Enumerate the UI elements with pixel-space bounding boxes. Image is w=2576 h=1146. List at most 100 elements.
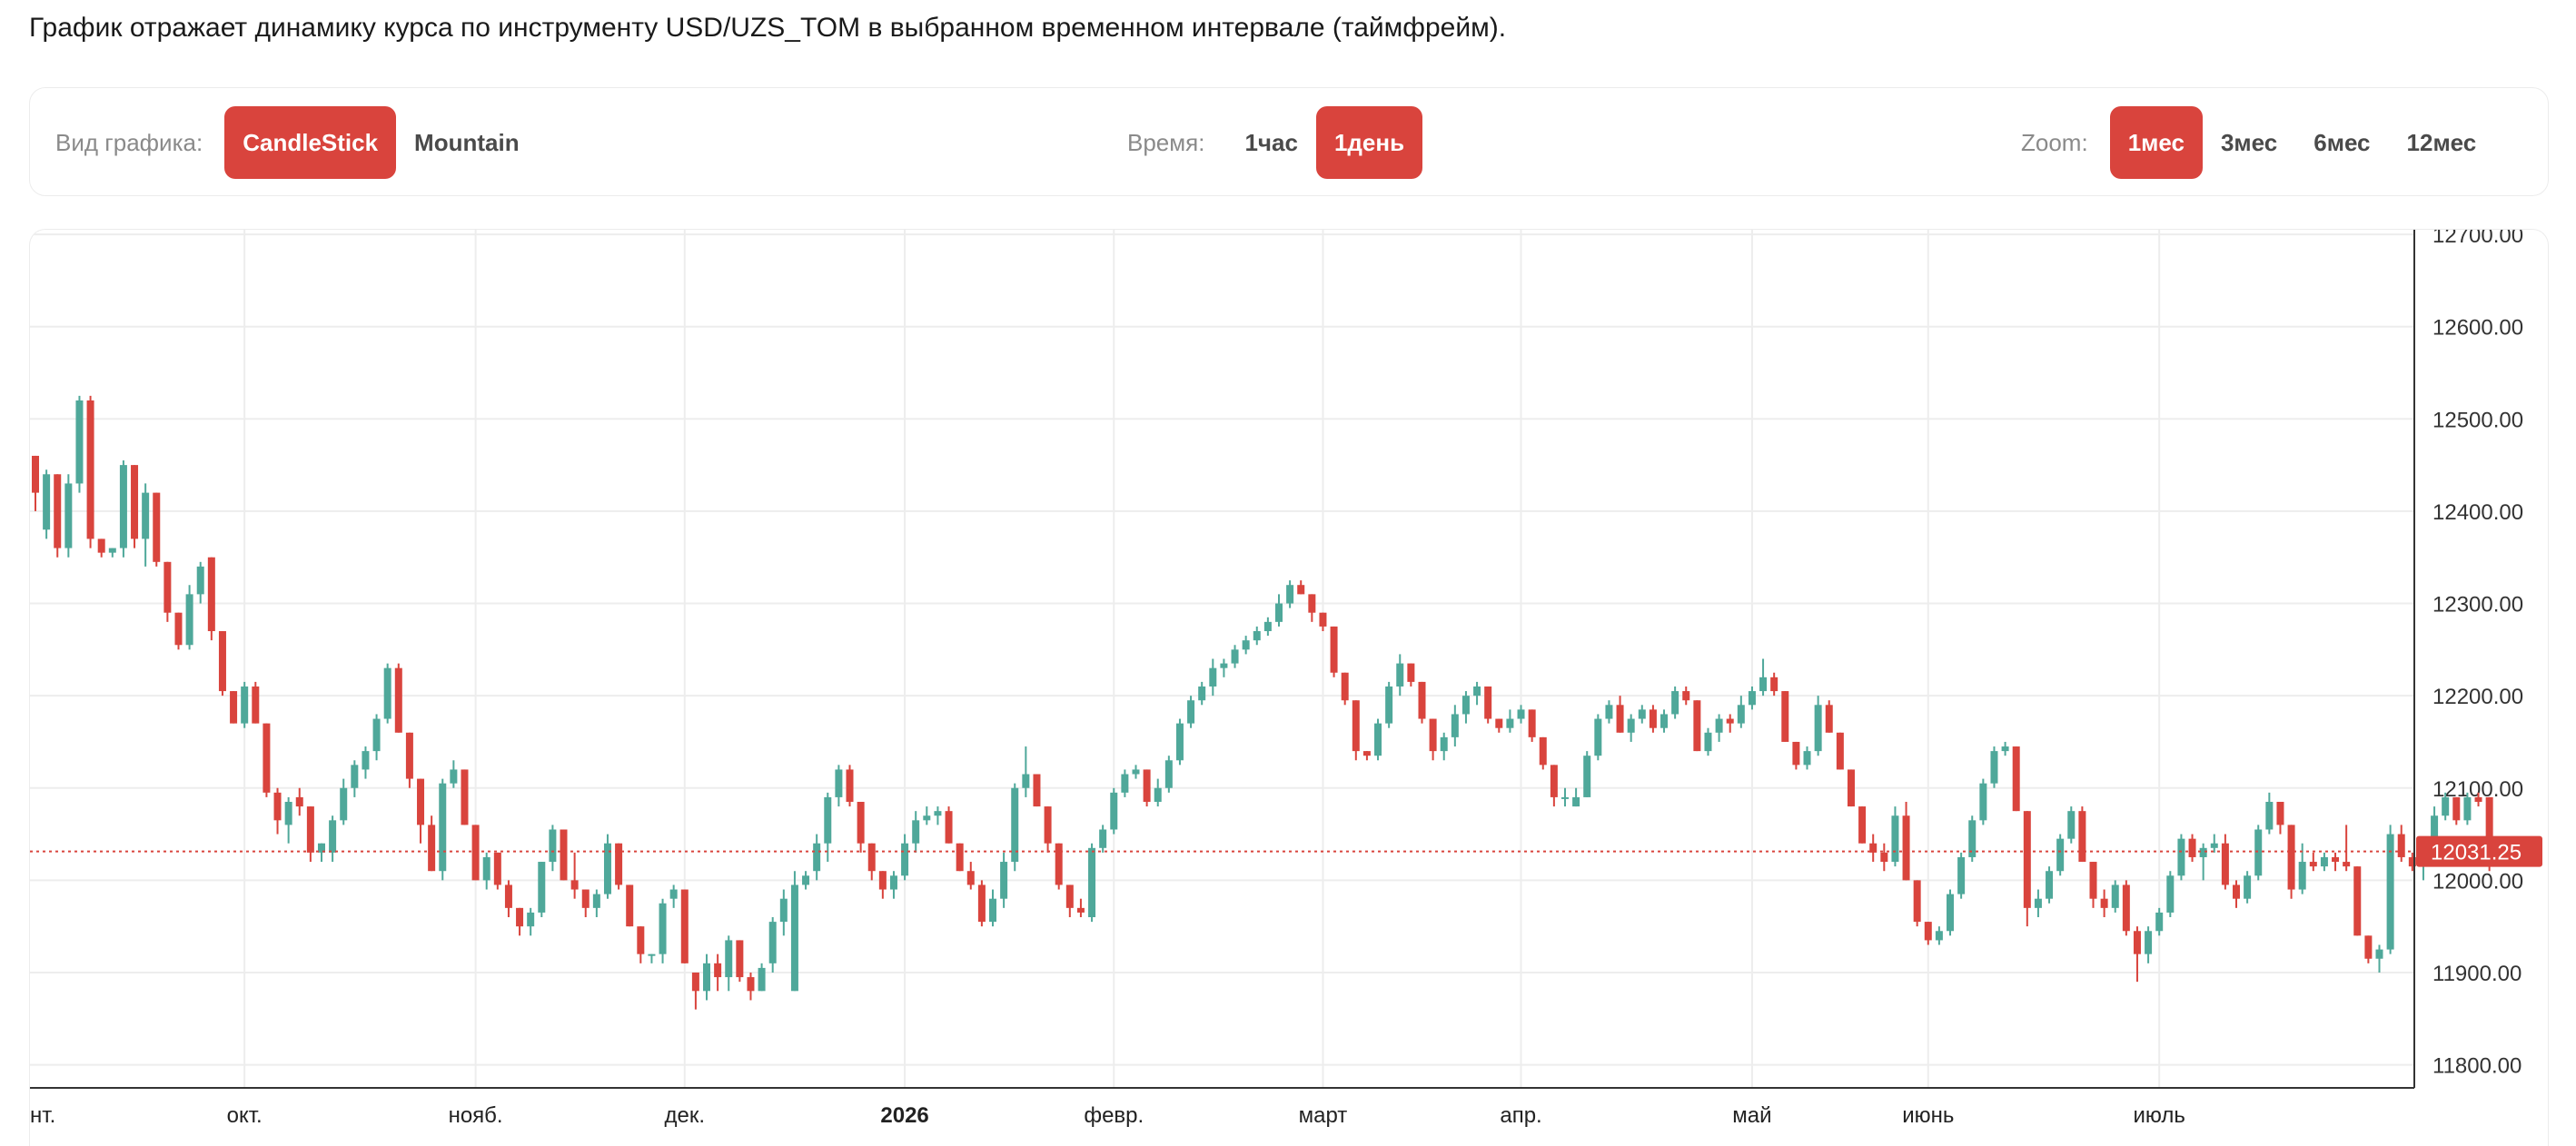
candle-body bbox=[2155, 912, 2164, 932]
candle-body bbox=[1583, 756, 1591, 797]
candle-body bbox=[1099, 829, 1107, 848]
candle-body bbox=[383, 667, 391, 719]
candle-body bbox=[2221, 843, 2229, 885]
candle-body bbox=[1011, 787, 1019, 863]
candle-body bbox=[1902, 815, 1910, 881]
candle-body bbox=[1803, 751, 1811, 766]
candle-body bbox=[439, 783, 447, 872]
chart-type-candlestick-button[interactable]: CandleStick bbox=[224, 106, 397, 179]
candle-body bbox=[2474, 796, 2482, 802]
candle-body bbox=[1792, 741, 1800, 766]
candle-body bbox=[714, 963, 722, 978]
candle-body bbox=[2408, 856, 2416, 867]
candle-body bbox=[857, 802, 865, 844]
zoom-1m-button[interactable]: 1мес bbox=[2109, 106, 2203, 179]
timeframe-1h-button[interactable]: 1час bbox=[1226, 106, 1315, 179]
chart-type-group: Вид графика: CandleStick Mountain bbox=[55, 106, 538, 179]
candle-body bbox=[2210, 843, 2218, 848]
candle-body bbox=[108, 548, 116, 553]
candle-body bbox=[1065, 884, 1074, 908]
candle-body bbox=[1143, 769, 1151, 802]
candle-body bbox=[878, 871, 887, 890]
candle-body bbox=[86, 400, 94, 539]
candle-body bbox=[372, 718, 381, 752]
chart-description: График отражает динамику курса по инстру… bbox=[29, 13, 1507, 43]
candle-body bbox=[1154, 787, 1162, 802]
candle-body bbox=[196, 566, 204, 595]
candle-body bbox=[2254, 829, 2263, 876]
candle-body bbox=[934, 811, 942, 816]
y-tick-label: 12000.00 bbox=[2432, 869, 2523, 894]
last-price-label: 12031.25 bbox=[2431, 841, 2522, 865]
candle-body bbox=[1825, 705, 1833, 733]
candle-body bbox=[482, 856, 490, 881]
candle-body bbox=[538, 862, 546, 913]
candle-body bbox=[2046, 871, 2054, 899]
x-tick-label: апр. bbox=[1500, 1103, 1541, 1128]
chart-type-mountain-button[interactable]: Mountain bbox=[396, 106, 538, 179]
y-tick-label: 12500.00 bbox=[2432, 408, 2523, 432]
candle-body bbox=[1891, 815, 1899, 863]
chart-container[interactable]: 11800.00 11900.00 12000.00 12100.00 12200.00… bbox=[29, 229, 2549, 1146]
timeframe-label: Время: bbox=[1127, 128, 1205, 156]
candle-body bbox=[1671, 691, 1679, 715]
zoom-12m-button[interactable]: 12мес bbox=[2389, 106, 2495, 179]
candle-body bbox=[1033, 774, 1041, 807]
candle-body bbox=[1495, 718, 1503, 728]
candle-body bbox=[1616, 705, 1624, 733]
candle-body bbox=[2177, 838, 2185, 876]
x-tick-label: февр. bbox=[1084, 1103, 1144, 1128]
candle-body bbox=[2452, 796, 2461, 821]
candle-body bbox=[603, 843, 611, 894]
x-tick-label: июль bbox=[2133, 1103, 2185, 1128]
candle-body bbox=[824, 796, 832, 844]
candle-body bbox=[560, 829, 568, 881]
candle-body bbox=[1110, 792, 1118, 830]
candle-body bbox=[1869, 843, 1878, 853]
candle-body bbox=[1461, 696, 1470, 715]
candle-body bbox=[54, 474, 62, 548]
candle-body bbox=[1605, 705, 1613, 719]
candle-body bbox=[1814, 705, 1822, 752]
candle-body bbox=[1572, 796, 1580, 807]
candle-body bbox=[428, 825, 436, 872]
candle-body bbox=[142, 492, 150, 539]
candle-body bbox=[471, 825, 480, 881]
candle-body bbox=[901, 843, 909, 876]
candle-body bbox=[2364, 935, 2373, 959]
x-tick-label: 2026 bbox=[880, 1103, 928, 1128]
candle-body bbox=[592, 894, 600, 908]
candle-body bbox=[230, 691, 238, 724]
x-tick-label: дек. bbox=[665, 1103, 706, 1128]
zoom-3m-button[interactable]: 3мес bbox=[2203, 106, 2295, 179]
candle-body bbox=[2265, 802, 2274, 830]
candle-body bbox=[1627, 718, 1635, 733]
candle-body bbox=[2089, 862, 2097, 899]
candle-body bbox=[1121, 774, 1129, 793]
candlestick-chart[interactable]: 11800.0011900.0012000.0012100.0012200.00… bbox=[30, 230, 2549, 1146]
candle-body bbox=[2485, 796, 2493, 852]
candle-body bbox=[1473, 686, 1481, 696]
candle-body bbox=[2244, 875, 2252, 899]
candle-body bbox=[1858, 806, 1867, 844]
candle-body bbox=[504, 884, 512, 908]
zoom-6m-button[interactable]: 6мес bbox=[2295, 106, 2388, 179]
candle-body bbox=[218, 631, 226, 692]
candle-body bbox=[1374, 723, 1382, 756]
timeframe-1d-button[interactable]: 1день bbox=[1315, 106, 1423, 179]
candle-body bbox=[1076, 907, 1085, 913]
candle-body bbox=[2320, 856, 2328, 867]
candle-body bbox=[956, 843, 964, 872]
candle-body bbox=[351, 765, 359, 788]
candle-body bbox=[680, 889, 689, 963]
candle-body bbox=[1164, 760, 1173, 788]
candle-body bbox=[417, 778, 425, 825]
candle-body bbox=[570, 880, 579, 890]
candle-body bbox=[295, 796, 303, 807]
last-price-badge bbox=[2416, 835, 2542, 867]
y-tick-label: 12300.00 bbox=[2432, 593, 2523, 617]
x-tick-label: нт. bbox=[30, 1103, 55, 1128]
candle-body bbox=[1263, 621, 1272, 632]
candle-body bbox=[1968, 820, 1977, 857]
candle-body bbox=[273, 792, 282, 821]
